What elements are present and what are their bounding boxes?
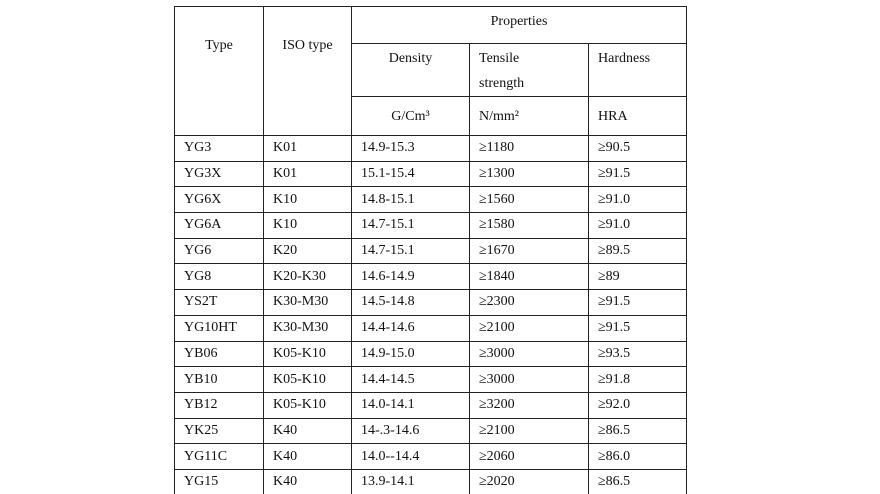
cell-type: YK25 (174, 417, 264, 445)
cell-type: YG10HT (174, 314, 264, 342)
header-density: Density (351, 43, 470, 97)
cell-hardness: ≥89.5 (587, 237, 688, 265)
cell-iso-type: K30-M30 (263, 289, 352, 316)
cell-iso-type: K05-K10 (263, 340, 352, 368)
header-tensile-text: Tensile strength (479, 51, 525, 91)
header-type: Type (174, 6, 264, 136)
cell-density: 14.8-15.1 (351, 186, 470, 214)
cell-tensile: ≥2100 (469, 314, 589, 342)
cell-tensile: ≥1300 (469, 160, 589, 188)
table-row: YB06 K05-K10 14.9-15.0 ≥3000 ≥93.5 (174, 340, 688, 368)
cell-hardness: ≥86.5 (587, 468, 688, 494)
cell-iso-type: K40 (263, 468, 352, 494)
cell-type: YG6A (174, 212, 264, 239)
table-row: YG11C K40 14.0--14.4 ≥2060 ≥86.0 (174, 443, 688, 470)
cell-iso-type: K05-K10 (263, 391, 352, 419)
cell-tensile: ≥1560 (469, 186, 589, 214)
cell-density: 14.0-14.1 (351, 391, 470, 419)
cell-iso-type: K10 (263, 186, 352, 214)
cell-iso-type: K40 (263, 417, 352, 445)
cell-tensile: ≥2020 (469, 468, 589, 494)
cell-tensile: ≥1840 (469, 263, 589, 291)
cell-density: 14.4-14.6 (351, 314, 470, 342)
cell-hardness: ≥91.8 (587, 366, 688, 393)
cell-type: YG11C (174, 443, 264, 470)
cell-hardness: ≥91.5 (587, 160, 688, 188)
cell-density: 14.6-14.9 (351, 263, 470, 291)
cell-tensile: ≥2300 (469, 289, 589, 316)
cell-tensile: ≥1180 (469, 135, 589, 162)
cell-type: YB12 (174, 391, 264, 419)
cell-density: 14.9-15.0 (351, 340, 470, 368)
cell-type: YB10 (174, 366, 264, 393)
table-row: YG10HT K30-M30 14.4-14.6 ≥2100 ≥91.5 (174, 314, 688, 342)
cell-iso-type: K10 (263, 212, 352, 239)
cell-type: YG15 (174, 468, 264, 494)
cell-iso-type: K05-K10 (263, 366, 352, 393)
cell-iso-type: K30-M30 (263, 314, 352, 342)
cell-density: 14.5-14.8 (351, 289, 470, 316)
header-hardness: Hardness (587, 43, 688, 97)
table-row: YG15 K40 13.9-14.1 ≥2020 ≥86.5 (174, 468, 688, 494)
cell-tensile: ≥2060 (469, 443, 589, 470)
unit-density: G/Cm³ (351, 96, 470, 136)
cell-density: 14.9-15.3 (351, 135, 470, 162)
cell-tensile: ≥3200 (469, 391, 589, 419)
cell-density: 13.9-14.1 (351, 468, 470, 494)
table-row: YG6X K10 14.8-15.1 ≥1560 ≥91.0 (174, 186, 688, 214)
cell-tensile: ≥2100 (469, 417, 589, 445)
cell-density: 14.7-15.1 (351, 212, 470, 239)
cell-hardness: ≥89 (587, 263, 688, 291)
cell-type: YS2T (174, 289, 264, 316)
cell-density: 15.1-15.4 (351, 160, 470, 188)
cell-type: YB06 (174, 340, 264, 368)
cell-type: YG3X (174, 160, 264, 188)
table-row: YG3 K01 14.9-15.3 ≥1180 ≥90.5 (174, 135, 688, 162)
cell-iso-type: K20-K30 (263, 263, 352, 291)
cell-hardness: ≥86.0 (587, 443, 688, 470)
header-properties: Properties (350, 6, 688, 44)
cell-type: YG6 (174, 237, 264, 265)
cell-tensile: ≥3000 (469, 366, 589, 393)
unit-tensile: N/mm² (469, 96, 589, 136)
cell-hardness: ≥92.0 (587, 391, 688, 419)
table-row: YS2T K30-M30 14.5-14.8 ≥2300 ≥91.5 (174, 289, 688, 316)
cell-hardness: ≥91.5 (587, 314, 688, 342)
cell-iso-type: K20 (263, 237, 352, 265)
cell-iso-type: K01 (263, 135, 352, 162)
header-tensile: Tensile strength (469, 43, 589, 97)
table-row: YG3X K01 15.1-15.4 ≥1300 ≥91.5 (174, 160, 688, 188)
cell-tensile: ≥1580 (469, 212, 589, 239)
cell-iso-type: K01 (263, 160, 352, 188)
header-iso-type: ISO type (263, 6, 352, 136)
cell-type: YG8 (174, 263, 264, 291)
cell-hardness: ≥90.5 (587, 135, 688, 162)
table-row: YB10 K05-K10 14.4-14.5 ≥3000 ≥91.8 (174, 366, 688, 393)
table-row: YG6 K20 14.7-15.1 ≥1670 ≥89.5 (174, 237, 688, 265)
cell-density: 14-.3-14.6 (351, 417, 470, 445)
cell-hardness: ≥91.5 (587, 289, 688, 316)
cell-tensile: ≥1670 (469, 237, 589, 265)
table-row: YB12 K05-K10 14.0-14.1 ≥3200 ≥92.0 (174, 391, 688, 419)
properties-table: Type ISO type Properties Density Tensile… (174, 6, 688, 494)
cell-hardness: ≥86.5 (587, 417, 688, 445)
table-row: YG6A K10 14.7-15.1 ≥1580 ≥91.0 (174, 212, 688, 239)
cell-type: YG6X (174, 186, 264, 214)
table-row: YK25 K40 14-.3-14.6 ≥2100 ≥86.5 (174, 417, 688, 445)
cell-density: 14.0--14.4 (351, 443, 470, 470)
cell-hardness: ≥91.0 (587, 186, 688, 214)
cell-density: 14.7-15.1 (351, 237, 470, 265)
cell-tensile: ≥3000 (469, 340, 589, 368)
unit-hardness: HRA (587, 96, 688, 136)
cell-density: 14.4-14.5 (351, 366, 470, 393)
cell-type: YG3 (174, 135, 264, 162)
table-row: YG8 K20-K30 14.6-14.9 ≥1840 ≥89 (174, 263, 688, 291)
cell-hardness: ≥93.5 (587, 340, 688, 368)
cell-iso-type: K40 (263, 443, 352, 470)
cell-hardness: ≥91.0 (587, 212, 688, 239)
